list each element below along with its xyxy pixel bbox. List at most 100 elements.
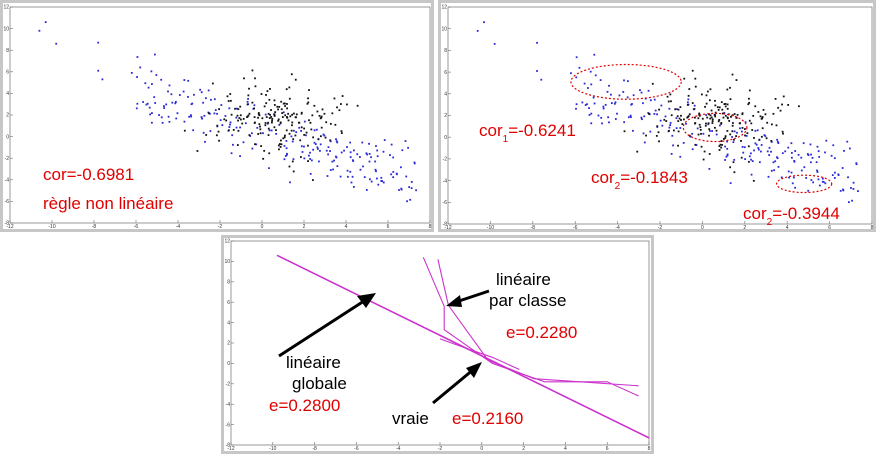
data-point-black [748, 89, 751, 92]
data-point-black [340, 130, 343, 133]
data-point-blue [147, 86, 150, 89]
global-line-title-1: linéaire [286, 353, 341, 372]
data-point-blue [755, 143, 758, 146]
data-point-black [724, 137, 727, 139]
data-point-blue [407, 146, 409, 149]
data-point-black [290, 129, 293, 132]
data-point-blue [707, 123, 710, 126]
data-point-blue [370, 156, 372, 159]
y-tick-label: 2 [227, 341, 230, 347]
data-point-blue [754, 129, 757, 132]
y-tick-label: -8 [443, 222, 448, 228]
data-point-blue [647, 89, 650, 92]
data-point-blue [300, 130, 302, 132]
data-point-blue [575, 107, 577, 110]
data-point-blue [807, 154, 810, 157]
data-point-black [777, 106, 780, 109]
data-point-blue [833, 177, 836, 179]
data-point-blue [229, 123, 231, 126]
data-point-blue [629, 114, 632, 117]
data-point-blue [400, 187, 403, 190]
data-point-blue [597, 114, 600, 117]
data-point-blue [847, 176, 849, 179]
data-point-black [779, 109, 782, 112]
y-tick-label: 8 [227, 280, 230, 286]
data-point-blue [326, 175, 329, 177]
data-point-blue [780, 176, 783, 179]
data-point-blue [329, 150, 331, 152]
data-point-blue [300, 145, 303, 148]
data-point-blue [653, 98, 656, 101]
data-point-blue [772, 161, 775, 164]
data-point-black [706, 116, 709, 119]
y-tick-label: 10 [441, 26, 447, 32]
data-point-black [226, 95, 229, 98]
data-point-black [247, 114, 250, 117]
data-point-blue [711, 130, 714, 132]
y-tick-label: 4 [227, 320, 230, 326]
data-point-black [648, 112, 650, 115]
data-point-blue [578, 66, 581, 69]
data-point-blue [253, 104, 256, 107]
data-point-blue [142, 101, 144, 103]
data-point-blue [642, 132, 645, 135]
data-point-black [750, 122, 753, 125]
data-point-blue [784, 150, 787, 153]
x-tick-label: -8 [531, 225, 536, 231]
data-point-blue [285, 140, 288, 142]
cor1-label: cor1=-0.6241 [479, 121, 576, 145]
data-point-blue [672, 144, 674, 147]
data-point-blue [135, 107, 138, 110]
arrow-global-head [357, 293, 376, 308]
data-point-black [781, 103, 783, 106]
data-point-black [670, 114, 673, 117]
data-point-blue [805, 177, 808, 179]
data-point-blue [787, 146, 790, 149]
data-point-black [765, 137, 768, 140]
data-point-black [680, 114, 682, 117]
x-tick-label: -4 [176, 224, 181, 230]
x-tick-label: 0 [701, 225, 704, 231]
data-point-blue [816, 169, 818, 172]
data-point-black [229, 99, 232, 102]
x-tick-label: 8 [871, 225, 874, 231]
data-point-blue [794, 186, 797, 189]
data-point-black [306, 102, 309, 105]
data-point-black [651, 82, 654, 85]
data-point-black [227, 129, 230, 132]
data-point-black [760, 117, 763, 120]
x-tick-label: -12 [227, 446, 234, 452]
data-point-black [246, 115, 249, 118]
data-point-blue [723, 111, 726, 114]
data-point-blue [641, 118, 643, 121]
data-point-black [760, 135, 763, 138]
data-point-blue [685, 122, 687, 125]
data-point-blue [848, 147, 851, 150]
data-point-blue [575, 76, 578, 79]
data-point-blue [192, 93, 195, 96]
data-point-blue [214, 109, 217, 111]
data-point-black [218, 139, 220, 142]
data-point-blue [97, 41, 100, 44]
data-point-black [308, 119, 310, 122]
data-point-black [782, 95, 785, 98]
x-tick-label: -10 [269, 446, 276, 452]
data-point-black [277, 108, 279, 111]
y-tick-label: -4 [5, 178, 10, 184]
data-point-blue [210, 98, 212, 101]
data-point-blue [691, 132, 694, 135]
data-point-blue [811, 157, 814, 159]
data-point-black [782, 132, 784, 135]
data-point-black [700, 145, 703, 148]
data-point-blue [776, 140, 779, 143]
data-point-blue [167, 90, 169, 93]
data-point-blue [649, 99, 652, 102]
data-point-blue [631, 103, 633, 105]
data-point-black [677, 120, 680, 122]
data-point-blue [739, 127, 741, 130]
data-point-black [729, 166, 732, 169]
data-point-blue [824, 182, 827, 185]
y-tick-label: 0 [227, 361, 230, 367]
data-point-black [288, 165, 291, 168]
data-point-blue [736, 131, 738, 134]
